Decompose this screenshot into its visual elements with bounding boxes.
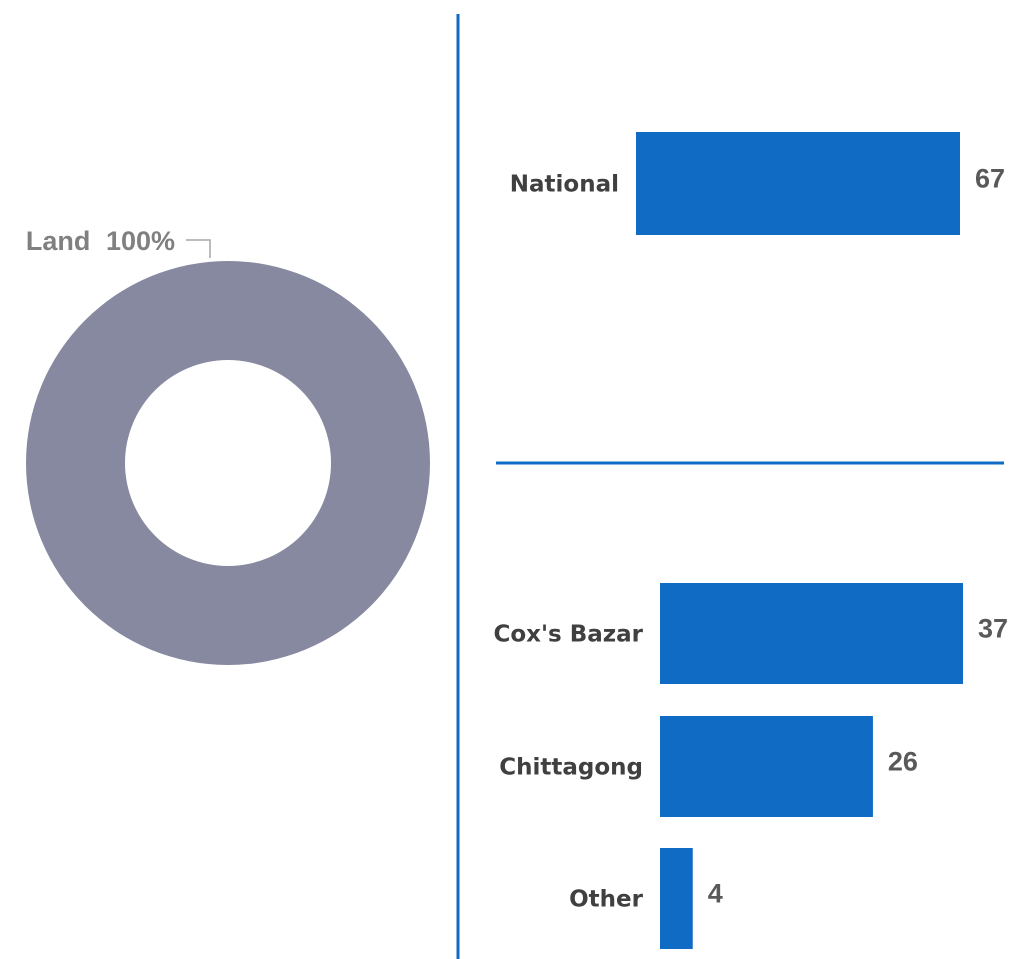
bar-coxs-bazar [660,583,963,684]
bar-other [660,848,693,949]
bar-chittagong [660,716,873,817]
bar-label-other: Other [569,887,644,913]
bar-value-chittagong: 26 [888,747,918,777]
bar-chart-national: National 67 [510,132,1005,235]
donut-leader-line [186,239,211,258]
bar-value-coxs-bazar: 37 [978,614,1008,644]
bar-value-other: 4 [708,879,723,909]
donut-label-percent: 100% [106,226,175,256]
donut-label-name: Land [26,226,91,256]
bar-value-national: 67 [975,164,1005,194]
donut-chart: Land 100% [26,226,430,665]
bar-national [636,132,960,235]
donut-label-land: Land 100% [26,226,175,256]
bar-label-national: National [510,172,619,198]
donut-slice-land [26,261,430,665]
bar-label-coxs-bazar: Cox's Bazar [493,622,643,648]
bar-label-chittagong: Chittagong [499,755,643,781]
bar-chart-regions: Cox's Bazar 37 Chittagong 26 Other 4 [493,583,1008,949]
